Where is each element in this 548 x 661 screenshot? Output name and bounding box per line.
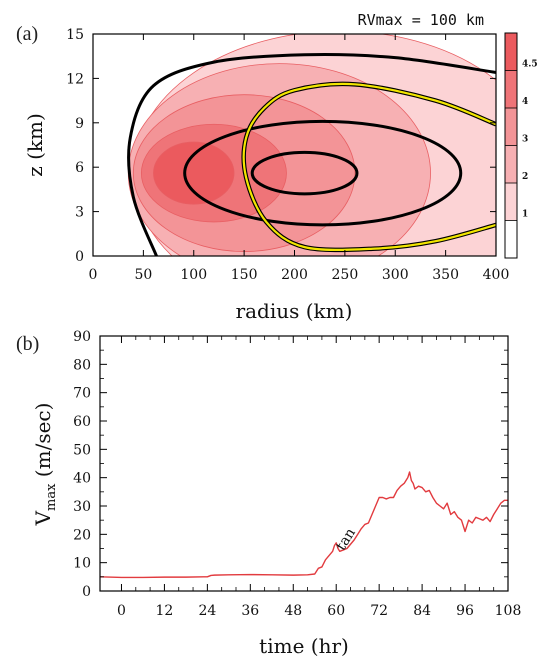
colorbar-box-0 <box>505 220 517 258</box>
x-tick-label-b: 96 <box>456 603 474 619</box>
contour-panel: (a) RVmax = 100 km 0 50 100 150 200 250 300 350… <box>16 11 538 323</box>
vmax-series <box>99 471 508 579</box>
y-axis-label-b: Vmax (m/sec) <box>31 403 59 527</box>
contour-fills <box>127 34 496 256</box>
y-label-unit: (m/sec) <box>31 403 55 484</box>
y-tick-label-a: 0 <box>75 249 84 265</box>
y-tick-label-b: 90 <box>73 329 91 345</box>
colorbar-tick-label: 1 <box>522 210 528 220</box>
x-tick-label-a: 50 <box>134 267 152 283</box>
x-tick-label-b: 48 <box>284 603 302 619</box>
colorbar-tick-label: 4 <box>522 97 528 107</box>
colorbar-box-3 <box>505 108 517 146</box>
vmax-line <box>99 471 508 579</box>
black-contours <box>127 52 496 256</box>
rvmax-annotation: RVmax = 100 km <box>358 11 484 29</box>
colorbar-box-4 <box>505 70 517 108</box>
x-ticks-b: 0 12 24 36 48 60 72 84 96 108 <box>117 336 521 619</box>
y-tick-label-b: 10 <box>73 556 91 572</box>
yellow-contours <box>241 81 496 253</box>
x-tick-label-b: 84 <box>413 603 431 619</box>
y-label-subscript: max <box>44 483 59 511</box>
x-tick-label-a: 350 <box>432 267 459 283</box>
y-tick-label-b: 0 <box>82 584 91 600</box>
x-tick-label-b: 72 <box>370 603 388 619</box>
panel-label-b: (b) <box>16 333 39 355</box>
y-tick-label-b: 60 <box>73 414 91 430</box>
line-panel: (b) 0 12 24 36 48 60 72 84 96 108 0 10 20 30 40 50 60 70… <box>16 329 521 658</box>
y-tick-label-b: 40 <box>73 471 91 487</box>
colorbar-box-2 <box>505 145 517 183</box>
x-ticks-a: 0 50 100 150 200 250 300 350 400 <box>89 34 510 283</box>
x-tick-label-b: 24 <box>198 603 216 619</box>
y-tick-label-b: 80 <box>73 357 91 373</box>
x-tick-label-a: 200 <box>281 267 308 283</box>
black-contour-0 <box>250 150 359 196</box>
y-tick-label-a: 6 <box>75 160 84 176</box>
black-contour-2 <box>127 52 496 256</box>
panel-label-a: (a) <box>16 23 38 45</box>
x-tick-label-a: 100 <box>180 267 207 283</box>
x-tick-label-b: 0 <box>117 603 126 619</box>
y-tick-label-a: 15 <box>66 27 84 43</box>
colorbar-box-5 <box>505 33 517 71</box>
colorbar: 1 2 3 4 4.5 <box>504 32 538 259</box>
plot-frame-b <box>99 335 509 592</box>
colorbar-tick-label: 4.5 <box>522 60 538 70</box>
contour-level-4.5 <box>153 141 235 205</box>
x-tick-label-a: 250 <box>332 267 359 283</box>
x-tick-label-b: 12 <box>156 603 174 619</box>
y-ticks-a: 0 3 6 9 12 15 <box>66 27 496 265</box>
y-tick-label-b: 70 <box>73 386 91 402</box>
y-tick-label-a: 3 <box>75 205 84 221</box>
y-tick-label-a: 12 <box>66 71 84 87</box>
y-tick-label-b: 20 <box>73 527 91 543</box>
y-ticks-b: 0 10 20 30 40 50 60 70 80 90 <box>73 329 508 600</box>
y-tick-label-a: 9 <box>75 116 84 132</box>
x-tick-label-b: 108 <box>495 603 522 619</box>
x-axis-label-b: time (hr) <box>259 634 349 658</box>
yellow-contour-0 <box>242 82 496 251</box>
y-tick-label-b: 30 <box>73 499 91 515</box>
y-label-v: V <box>31 510 55 526</box>
colorbar-box-1 <box>505 183 517 221</box>
y-tick-label-b: 50 <box>73 442 91 458</box>
x-axis-label-a: radius (km) <box>236 299 353 323</box>
x-tick-label-b: 60 <box>327 603 345 619</box>
x-tick-label-a: 0 <box>89 267 98 283</box>
tan-annotation: tan <box>333 525 359 553</box>
colorbar-tick-label: 3 <box>522 135 528 145</box>
black-contour-1 <box>183 119 463 227</box>
x-tick-label-a: 400 <box>483 267 510 283</box>
y-axis-label-a: z (km) <box>23 113 47 177</box>
colorbar-tick-label: 2 <box>522 172 528 182</box>
x-tick-label-b: 36 <box>241 603 259 619</box>
x-tick-label-a: 300 <box>382 267 409 283</box>
x-tick-label-a: 150 <box>231 267 258 283</box>
